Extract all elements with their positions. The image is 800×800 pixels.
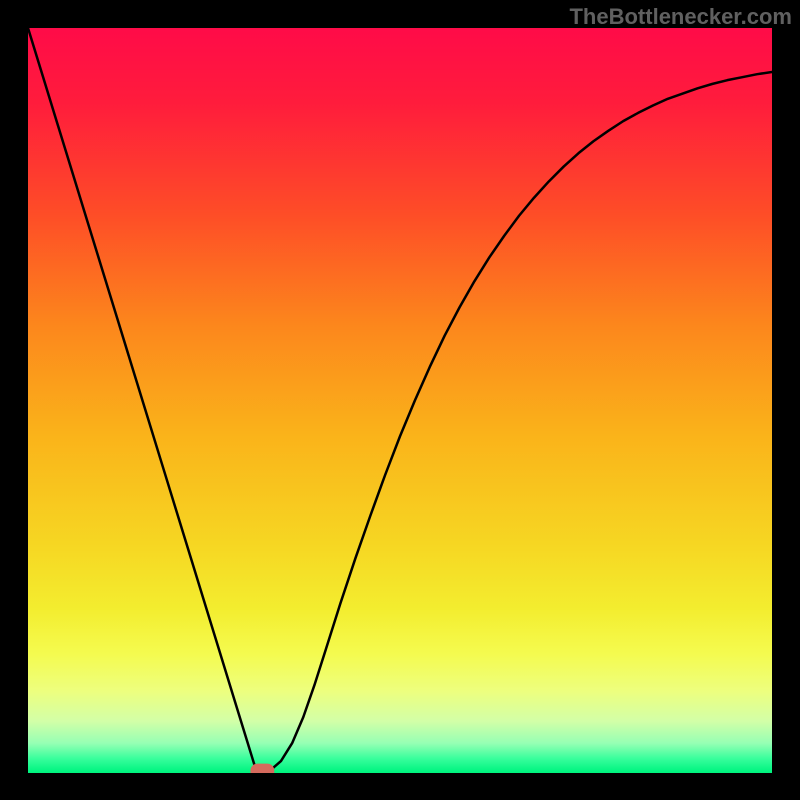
watermark-text: TheBottlenecker.com xyxy=(569,4,792,30)
bottleneck-chart xyxy=(0,0,800,800)
chart-gradient-background xyxy=(28,28,772,773)
chart-container: TheBottlenecker.com xyxy=(0,0,800,800)
